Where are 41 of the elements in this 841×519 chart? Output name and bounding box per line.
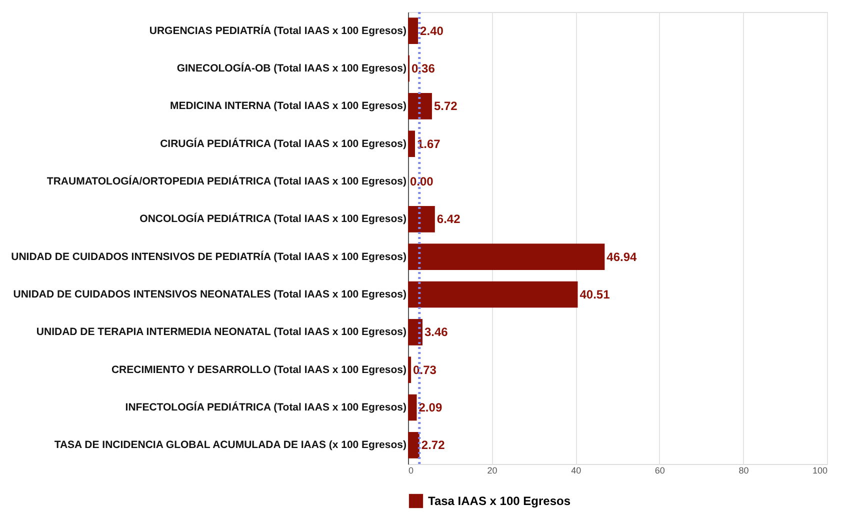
bar <box>408 281 578 308</box>
x-tick-label: 100 <box>812 466 828 476</box>
bar <box>408 318 422 346</box>
data-label: 2.40 <box>420 24 444 38</box>
y-tick-label: TRAUMATOLOGÍA/ORTOPEDIA PEDIÁTRICA (Total IAAS x 100 Egresos) <box>46 174 406 188</box>
legend-label: Tasa IAAS x 100 Egresos <box>428 494 571 508</box>
y-tick-label: ONCOLOGÍA PEDIÁTRICA (Total IAAS x 100 Egresos) <box>140 212 406 226</box>
y-tick-label: UNIDAD DE TERAPIA INTERMEDIA NEONATAL (Total IAAS x 100 Egresos) <box>36 326 406 338</box>
data-label: 6.42 <box>436 212 461 226</box>
y-tick-label: TASA DE INCIDENCIA GLOBAL ACUMULADA DE IAAS (x 100 Egresos) <box>54 439 406 452</box>
x-tick-label: 80 <box>738 466 749 476</box>
bar <box>408 18 418 44</box>
y-tick-label: CIRUGÍA PEDIÁTRICA (Total IAAS x 100 Egresos) <box>160 136 406 150</box>
x-tick-label: 0 <box>408 466 414 476</box>
bar <box>408 432 420 458</box>
data-label: 0.00 <box>410 174 434 188</box>
y-tick-label: UNIDAD DE CUIDADOS INTENSIVOS NEONATALES (Total IAAS x 100 Egresos) <box>13 288 406 300</box>
x-tick-label: 40 <box>571 466 582 476</box>
bar <box>408 92 432 120</box>
data-label: 0.73 <box>413 362 437 377</box>
data-label: 2.09 <box>418 400 442 414</box>
data-label: 0.36 <box>412 62 436 76</box>
y-tick-label: GINECOLOGÍA-OB (Total IAAS x 100 Egresos) <box>176 62 406 74</box>
bar <box>408 206 435 232</box>
bar <box>408 130 415 158</box>
data-label: 1.67 <box>416 136 441 151</box>
x-tick-label: 20 <box>487 466 498 476</box>
y-tick-label: MEDICINA INTERNA (Total IAAS x 100 Egresos) <box>170 100 406 112</box>
bar <box>408 356 412 384</box>
data-label: 5.72 <box>434 99 458 114</box>
data-label: 2.72 <box>421 438 446 452</box>
y-tick-label: CRECIMIENTO Y DESARROLLO (Total IAAS x 100 Egresos) <box>111 364 406 376</box>
bar <box>408 394 417 421</box>
y-tick-label: UNIDAD DE CUIDADOS INTENSIVOS DE PEDIATRÍA (Total IAAS x 100 Egresos) <box>11 250 406 263</box>
y-tick-label: INFECTOLOGÍA PEDIÁTRICA (Total IAAS x 100 Egresos) <box>125 400 406 414</box>
x-tick-label: 60 <box>654 466 665 476</box>
data-label: 40.51 <box>580 288 610 302</box>
bar <box>408 244 605 270</box>
y-tick-label: URGENCIAS PEDIATRÍA (Total IAAS x 100 Egresos) <box>149 24 406 37</box>
data-label: 3.46 <box>424 325 448 340</box>
data-label: 46.94 <box>606 250 638 264</box>
